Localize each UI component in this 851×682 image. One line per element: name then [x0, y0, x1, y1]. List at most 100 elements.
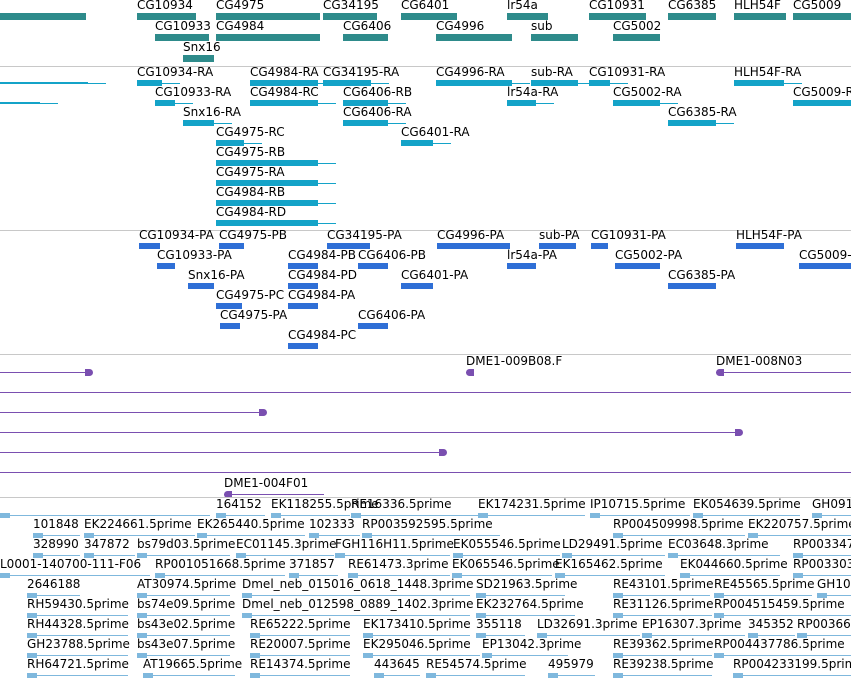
est-feature[interactable]	[250, 655, 350, 656]
est-feature[interactable]	[748, 635, 795, 636]
protein-feature[interactable]	[539, 243, 576, 249]
est-feature[interactable]	[476, 635, 525, 636]
protein-feature[interactable]	[220, 323, 240, 329]
gene-feature[interactable]	[589, 12, 646, 20]
gene-feature[interactable]	[0, 12, 86, 20]
est-feature[interactable]	[613, 675, 712, 676]
protein-feature[interactable]	[188, 283, 214, 289]
est-feature[interactable]	[27, 595, 80, 596]
protein-feature[interactable]	[219, 243, 244, 249]
est-feature[interactable]	[250, 675, 350, 676]
est-feature[interactable]	[453, 555, 560, 556]
mrna-feature[interactable]	[734, 80, 784, 86]
est-feature[interactable]	[548, 675, 595, 676]
est-feature[interactable]	[27, 635, 128, 636]
mrna-feature[interactable]	[436, 80, 512, 86]
clone-feature[interactable]	[0, 432, 742, 433]
est-feature[interactable]	[613, 535, 745, 536]
est-feature[interactable]	[613, 595, 710, 596]
est-feature[interactable]	[613, 655, 712, 656]
clone-feature[interactable]	[0, 372, 92, 373]
est-feature[interactable]	[680, 575, 780, 576]
est-feature[interactable]	[143, 675, 235, 676]
est-feature[interactable]	[84, 555, 135, 556]
est-feature[interactable]	[793, 555, 851, 556]
protein-feature[interactable]	[507, 263, 536, 269]
protein-feature[interactable]	[288, 303, 318, 309]
est-feature[interactable]	[714, 655, 851, 656]
mrna-feature[interactable]	[343, 100, 388, 106]
est-feature[interactable]	[452, 575, 552, 576]
est-feature[interactable]	[351, 515, 480, 516]
gene-feature[interactable]	[343, 33, 388, 41]
protein-feature[interactable]	[358, 263, 388, 269]
protein-feature[interactable]	[157, 263, 175, 269]
protein-feature[interactable]	[668, 283, 716, 289]
est-feature[interactable]	[426, 675, 525, 676]
est-feature[interactable]	[714, 595, 812, 596]
est-feature[interactable]	[155, 575, 285, 576]
est-feature[interactable]	[0, 575, 150, 576]
est-feature[interactable]	[335, 555, 450, 556]
mrna-feature[interactable]	[216, 180, 318, 186]
protein-feature[interactable]	[139, 243, 160, 249]
est-feature[interactable]	[197, 535, 305, 536]
est-feature[interactable]	[714, 615, 851, 616]
gene-feature[interactable]	[137, 12, 196, 20]
protein-feature[interactable]	[736, 243, 784, 249]
est-feature[interactable]	[555, 575, 665, 576]
gene-feature[interactable]	[668, 12, 716, 20]
est-feature[interactable]	[33, 535, 80, 536]
clone-feature[interactable]	[0, 472, 851, 473]
gene-feature[interactable]	[216, 33, 320, 41]
est-feature[interactable]	[793, 575, 851, 576]
protein-feature[interactable]	[437, 243, 510, 249]
est-feature[interactable]	[476, 595, 565, 596]
gene-feature[interactable]	[793, 12, 851, 20]
est-feature[interactable]	[482, 655, 568, 656]
est-feature[interactable]	[216, 515, 265, 516]
est-feature[interactable]	[363, 635, 470, 636]
mrna-feature[interactable]	[323, 80, 371, 86]
clone-feature[interactable]	[716, 372, 851, 373]
est-feature[interactable]	[817, 595, 851, 596]
mrna-feature[interactable]	[250, 80, 318, 86]
est-feature[interactable]	[27, 615, 128, 616]
gene-feature[interactable]	[216, 12, 320, 20]
mrna-feature[interactable]	[216, 160, 318, 166]
est-feature[interactable]	[84, 535, 195, 536]
gene-feature[interactable]	[183, 54, 214, 62]
gene-feature[interactable]	[613, 33, 660, 41]
est-feature[interactable]	[478, 515, 585, 516]
est-feature[interactable]	[271, 515, 350, 516]
est-feature[interactable]	[137, 595, 230, 596]
clone-feature[interactable]	[0, 412, 266, 413]
gene-feature[interactable]	[436, 33, 512, 41]
est-feature[interactable]	[797, 635, 851, 636]
clone-feature[interactable]	[0, 392, 851, 393]
mrna-feature[interactable]	[531, 80, 578, 86]
mrna-feature[interactable]	[0, 82, 88, 84]
gene-feature[interactable]	[401, 12, 457, 20]
protein-feature[interactable]	[327, 243, 370, 249]
mrna-feature[interactable]	[0, 102, 40, 104]
protein-feature[interactable]	[288, 263, 318, 269]
gene-feature[interactable]	[323, 12, 377, 20]
mrna-feature[interactable]	[250, 100, 318, 106]
est-feature[interactable]	[363, 655, 480, 656]
mrna-feature[interactable]	[216, 200, 318, 206]
est-feature[interactable]	[812, 515, 851, 516]
protein-feature[interactable]	[615, 263, 660, 269]
est-feature[interactable]	[733, 675, 851, 676]
mrna-feature[interactable]	[155, 100, 175, 106]
est-feature[interactable]	[668, 555, 780, 556]
est-feature[interactable]	[289, 575, 338, 576]
protein-feature[interactable]	[288, 283, 318, 289]
est-feature[interactable]	[137, 655, 230, 656]
mrna-feature[interactable]	[507, 100, 536, 106]
est-feature[interactable]	[374, 675, 420, 676]
mrna-feature[interactable]	[401, 140, 433, 146]
gene-feature[interactable]	[507, 12, 548, 20]
protein-feature[interactable]	[288, 343, 318, 349]
protein-feature[interactable]	[591, 243, 608, 249]
